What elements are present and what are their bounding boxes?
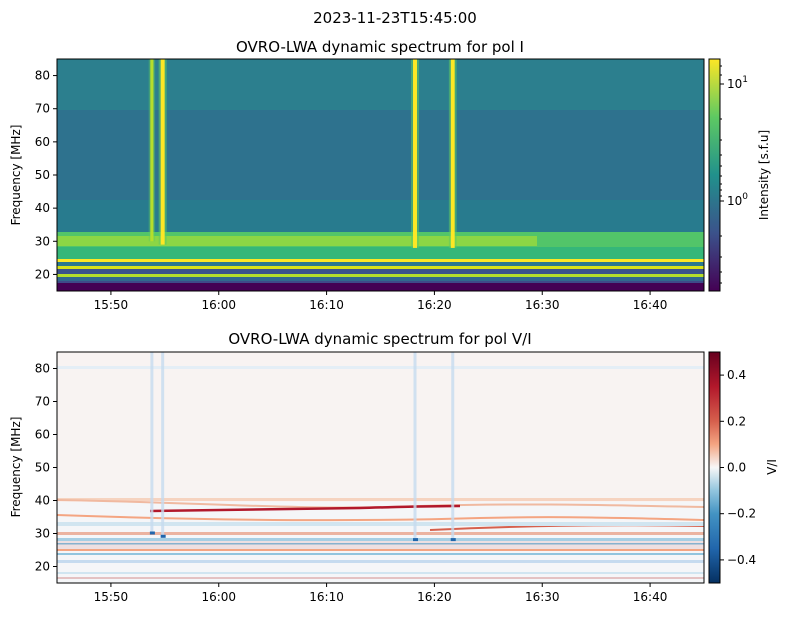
spectrum-i-band-27 (57, 247, 704, 259)
colorbar-2-ticks: 0.4 0.2 0.0 −0.2 −0.4 (720, 368, 756, 567)
panel-pol-vi: OVRO-LWA dynamic spectrum for pol V/I 20… (9, 330, 779, 604)
x-tick-label: 16:10 (309, 590, 344, 604)
spectrum-vi-line-21 (57, 560, 704, 563)
panel-pol-i: OVRO-LWA dynamic spectrum for pol I 20 30… (9, 38, 771, 312)
y-tick-label: 80 (35, 362, 50, 376)
colorbar-2-tick-label: 0.0 (727, 461, 746, 475)
burst-vi-mark (150, 352, 154, 534)
y-tick-label: 20 (35, 560, 50, 574)
panel-2-title: OVRO-LWA dynamic spectrum for pol V/I (228, 330, 531, 348)
y-tick-label: 70 (35, 395, 50, 409)
colorbar-1-tick-label: 100 (727, 192, 748, 208)
spectrum-i-line-25 (57, 259, 704, 262)
spectrum-vi-upper-tint (57, 352, 704, 502)
spectrum-vi-band-31 (57, 522, 704, 526)
x-tick-label: 16:20 (417, 298, 452, 312)
y-axis-label-1: Frequency [MHz] (9, 125, 23, 226)
x-tick-label: 16:40 (633, 590, 668, 604)
y-tick-label: 40 (35, 494, 50, 508)
burst-vi-foot (450, 538, 456, 542)
spectrum-i-line-23 (57, 266, 704, 269)
spectrum-vi-line-17 (57, 577, 704, 579)
burst-vi-foot (149, 531, 155, 535)
burst-vi-mark (161, 352, 165, 537)
spectrum-vi-drift-strong (149, 504, 461, 513)
x-tick-label: 16:40 (633, 298, 668, 312)
y-tick-label: 60 (35, 135, 50, 149)
y-tick-label: 50 (35, 168, 50, 182)
y-axis-label-2: Frequency [MHz] (9, 417, 23, 518)
y-tick-label: 40 (35, 201, 50, 215)
x-tick-label: 16:30 (525, 590, 560, 604)
burst-vi-foot (413, 538, 419, 542)
y-tick-label: 60 (35, 428, 50, 442)
burst-group-vi (149, 352, 456, 542)
burst-vi-mark (413, 352, 417, 541)
spectrum-i-low-edge (57, 281, 704, 283)
x-tick-label: 15:50 (94, 590, 129, 604)
x-tick-label: 16:00 (201, 298, 236, 312)
y-ticks-2: 20 30 40 50 60 70 80 (35, 362, 57, 574)
spectrum-i-gap-24 (57, 262, 704, 266)
spectrum-vi-band-27 (57, 538, 704, 541)
spectrum-vi-line-26 (57, 543, 704, 545)
spectrum-i-line-19 (57, 274, 704, 277)
y-tick-label: 80 (35, 69, 50, 83)
burst-group (148, 59, 457, 248)
x-tick-label: 16:00 (201, 590, 236, 604)
colorbar-2-tick-label: −0.4 (727, 553, 756, 567)
spectrum-vi-line-23 (57, 553, 704, 555)
spectrum-vi-band-26 (57, 541, 704, 549)
burst-mark (150, 59, 154, 242)
spectrum-i-band-32-bright (57, 236, 537, 246)
colorbar-vi (708, 351, 721, 584)
burst-vi-mark (451, 352, 455, 541)
spectrum-vi-line-24 (57, 549, 704, 551)
x-ticks-2: 15:50 16:00 16:10 16:20 16:30 16:40 (94, 583, 668, 604)
figure-suptitle: 2023-11-23T15:45:00 (313, 9, 477, 27)
spectrum-vi-plot (57, 352, 704, 583)
x-tick-label: 16:10 (309, 298, 344, 312)
y-tick-label: 30 (35, 234, 50, 248)
colorbar-1-label: Intensity [s.f.u] (757, 130, 771, 220)
burst-mark (413, 59, 418, 248)
colorbar-2-tick-label: −0.2 (727, 507, 756, 521)
spectrum-i-gap-21 (57, 269, 704, 274)
y-tick-label: 20 (35, 267, 50, 281)
colorbar-2-tick-label: 0.4 (727, 368, 746, 382)
spectrum-i-low-band (57, 281, 704, 291)
colorbar-1-ticks (720, 65, 724, 284)
spectrum-vi-line-18 (57, 572, 704, 574)
x-tick-label: 16:30 (525, 298, 560, 312)
burst-mark (160, 59, 165, 245)
colorbar-1-tick-label: 101 (727, 75, 748, 91)
burst-vi-foot (160, 534, 166, 538)
spectrum-vi-band-80 (57, 366, 704, 369)
spectrum-vi-band-40 (57, 498, 704, 501)
spectrum-i-plot (57, 59, 704, 291)
spectrum-i-gap-17 (57, 277, 704, 281)
colorbar-2-label: V/I (765, 459, 779, 475)
spectrum-vi-band-29 (57, 532, 704, 535)
burst-mark (450, 59, 455, 248)
y-tick-label: 70 (35, 102, 50, 116)
x-tick-label: 15:50 (94, 298, 129, 312)
x-tick-label: 16:20 (417, 590, 452, 604)
y-tick-label: 30 (35, 527, 50, 541)
x-ticks-1: 15:50 16:00 16:10 16:20 16:30 16:40 (94, 291, 668, 312)
y-ticks-1: 20 30 40 50 60 70 80 (35, 69, 57, 281)
y-tick-label: 50 (35, 461, 50, 475)
colorbar-2-tick-label: 0.2 (727, 414, 746, 428)
spectrum-vi-drift-mid (57, 514, 704, 522)
colorbar-intensity (708, 58, 721, 292)
panel-1-title: OVRO-LWA dynamic spectrum for pol I (236, 38, 524, 56)
